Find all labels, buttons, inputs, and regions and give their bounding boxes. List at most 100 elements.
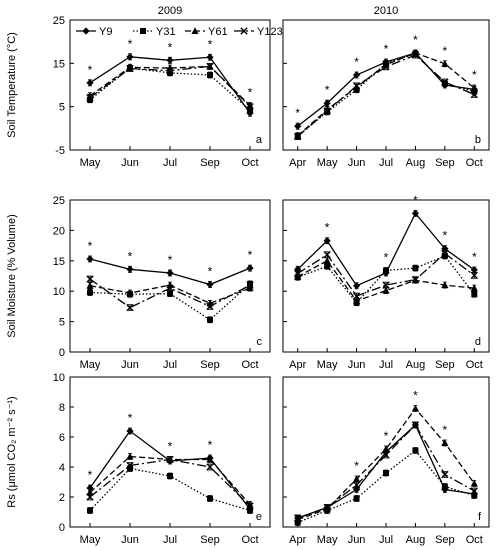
data-point-y9 [294,122,302,130]
significance-star: * [443,44,448,58]
data-point-y123 [441,78,449,86]
x-tick-label: May [317,359,338,371]
x-tick-label: Jun [121,157,139,169]
data-point-y9 [86,79,94,87]
y-tick-label: 15 [53,256,65,268]
data-point-y123 [382,63,390,71]
data-point-y31 [87,507,93,514]
data-point-y123 [382,281,390,289]
panel-letter: b [475,134,481,146]
data-point-y123 [246,281,254,289]
data-point-y31 [441,483,448,490]
data-point-y61 [441,281,449,289]
legend-marker-y31 [140,28,146,34]
legend-marker-y123 [240,27,248,35]
significance-star: * [248,248,253,262]
data-point-y31 [207,72,213,79]
x-tick-label: Oct [241,534,258,546]
panel-a: -5 5 15 25 May Jun Jul Sep Oct * * * * * a Y9 Y31 Y61 Y123 [53,15,283,169]
data-point-y123 [382,451,390,459]
series-line-y123 [89,458,251,507]
significance-star: * [413,33,418,47]
legend-label-y9: Y9 [99,26,112,38]
data-point-y123 [470,271,478,280]
significance-star: * [443,423,448,437]
year-title: 2009 [158,5,182,17]
data-point-y9 [352,71,361,79]
x-tick-label: Oct [241,359,258,371]
data-point-y123 [246,502,254,510]
x-tick-label: Jun [348,157,366,169]
y-tick-label: 25 [53,15,65,27]
x-tick-label: May [80,534,101,546]
data-point-y9 [246,264,254,272]
legend-label-y31: Y31 [156,26,176,38]
x-tick-label: Aug [406,534,426,546]
x-tick-label: Jun [121,359,139,371]
data-point-y61 [382,286,390,294]
data-point-y123 [323,503,331,512]
significance-star: * [88,239,93,253]
significance-star: * [168,440,173,454]
y-tick-label: 2 [59,492,65,504]
data-point-y123 [352,82,361,90]
data-point-y123 [86,493,94,501]
x-tick-label: Aug [406,157,426,169]
panel-e: 0 2 4 6 8 10 May Jun Jul Sep Oct * * * * e [53,372,271,546]
data-point-y31 [383,267,389,274]
data-point-y31 [247,507,253,514]
panel-letter: a [256,134,263,146]
data-point-y123 [441,249,449,258]
panel-letter: e [256,511,262,523]
data-point-y31 [247,107,253,114]
data-point-y61 [470,84,478,92]
y-tick-label: 15 [53,58,65,70]
x-tick-label: Sep [435,157,455,169]
data-point-y123 [470,90,478,99]
data-point-y123 [86,275,94,283]
x-tick-label: Sep [435,534,455,546]
x-tick-label: Jul [379,534,393,546]
significance-star: * [384,251,389,265]
x-tick-label: Apr [289,359,306,371]
x-tick-label: Sep [200,534,220,546]
data-point-y9 [126,53,134,61]
x-tick-label: May [317,157,338,169]
y-tick-label: 0 [59,347,65,359]
significance-star: * [248,85,253,99]
data-point-y31 [412,265,419,272]
significance-star: * [208,265,213,279]
y-tick-label: 5 [59,102,65,114]
data-point-y9 [86,255,94,263]
x-tick-label: Sep [200,157,220,169]
series-line-y61 [297,407,475,521]
data-point-y123 [294,514,302,522]
significance-star: * [325,221,330,235]
x-tick-label: Apr [289,534,306,546]
legend-label-y61: Y61 [208,26,228,38]
panel-c: 0 5 10 15 20 25 May Jun Jul Sep Oct * * * * * c [53,195,271,371]
x-tick-label: Oct [466,359,483,371]
data-point-y9 [441,245,449,253]
data-point-y123 [441,470,449,479]
data-point-y123 [86,93,94,102]
data-point-y9 [206,280,214,289]
x-tick-label: Jul [163,534,177,546]
data-point-y61 [323,257,331,264]
x-tick-label: Jul [379,157,393,169]
data-point-y9 [126,265,134,273]
data-point-y31 [353,495,360,502]
data-point-y61 [86,281,94,289]
data-point-y123 [323,107,331,115]
legend-label-y123: Y123 [257,26,283,38]
x-tick-label: Jun [121,534,139,546]
data-point-y123 [166,455,174,464]
data-point-y123 [126,303,134,312]
data-point-y9 [323,237,331,245]
data-point-y31 [471,492,478,499]
significance-star: * [168,40,173,54]
data-point-y61 [441,439,449,446]
y-tick-label: 10 [53,286,65,298]
significance-star: * [128,249,133,263]
